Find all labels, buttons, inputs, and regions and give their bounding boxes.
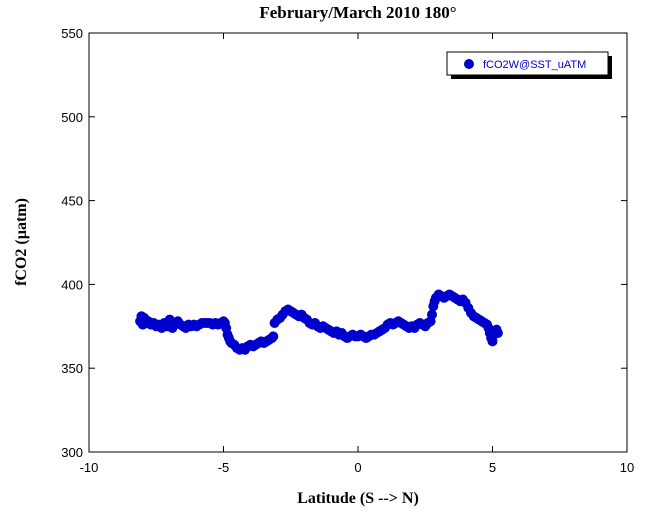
y-axis-label: fCO2 (µatm) [13,198,30,286]
chart-title: February/March 2010 180° [259,3,456,22]
x-tick-label: 5 [489,460,496,475]
legend-label: fCO2W@SST_uATM [483,59,586,71]
y-tick-label: 400 [61,277,83,292]
y-tick-label: 350 [61,361,83,376]
x-tick-label: 0 [354,460,361,475]
legend-box [446,51,609,76]
y-tick-label: 500 [61,110,83,125]
y-tick-label: 550 [61,26,83,41]
x-tick-label: -5 [218,460,230,475]
data-point [268,331,279,342]
x-tick-label: -10 [80,460,99,475]
x-axis: -10 -5 0 5 10 [80,33,634,475]
x-tick-label: 10 [620,460,634,475]
data-points [135,289,503,355]
y-axis: 300 350 400 450 500 550 [61,26,627,460]
x-axis-label: Latitude (S --> N) [297,490,419,507]
plot-frame [88,32,628,453]
y-tick-label: 300 [61,445,83,460]
data-point [492,328,503,339]
data-point [426,309,437,320]
legend-marker [464,59,474,69]
y-tick-label: 450 [61,194,83,209]
legend: fCO2W@SST_uATM [446,51,612,79]
